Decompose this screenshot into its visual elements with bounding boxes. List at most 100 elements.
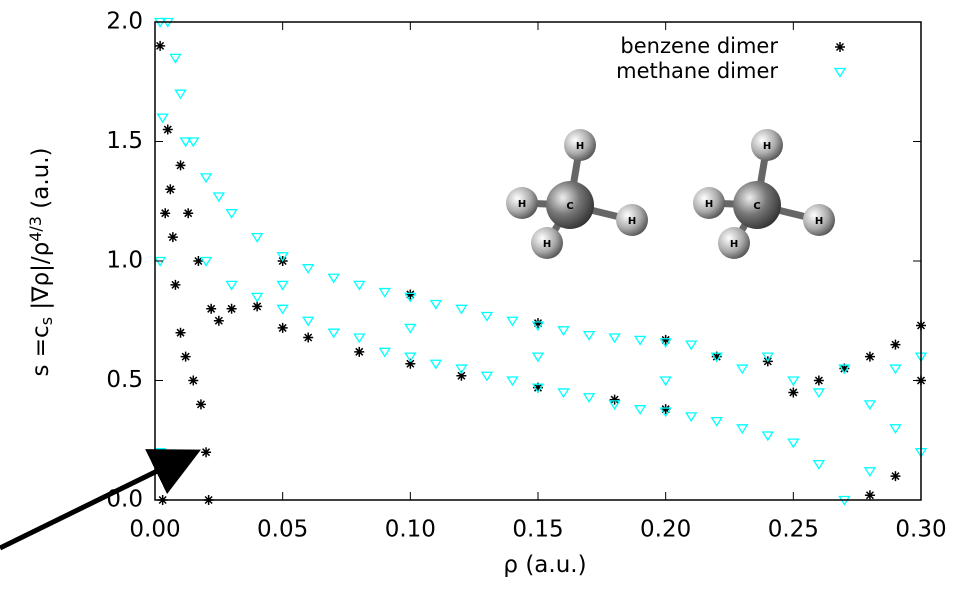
data-point	[176, 90, 186, 98]
data-point	[635, 336, 645, 344]
data-point	[214, 316, 224, 326]
data-point	[206, 304, 216, 314]
data-point	[559, 389, 569, 397]
data-point	[788, 387, 798, 397]
data-point	[303, 265, 313, 273]
data-point	[865, 490, 875, 500]
atom-label: H	[543, 239, 551, 250]
series	[155, 41, 926, 505]
data-point	[890, 340, 900, 350]
atom-label: H	[705, 199, 713, 210]
atom-label: H	[730, 239, 738, 250]
data-point	[163, 125, 173, 135]
data-point	[155, 41, 165, 51]
data-point	[201, 447, 211, 457]
chart: HHCHHHHCHH ρ (a.u.) s =cs |∇ρ|/ρ4/3 (a.u…	[0, 0, 956, 588]
data-point	[661, 335, 671, 345]
data-point	[661, 404, 671, 414]
atom-label: H	[815, 216, 823, 227]
data-point	[482, 312, 492, 320]
data-point	[584, 332, 594, 340]
data-point	[252, 293, 262, 301]
data-point	[158, 114, 168, 122]
data-point	[456, 365, 466, 373]
data-point	[814, 461, 824, 469]
data-point	[584, 394, 594, 402]
data-point	[354, 334, 364, 342]
data-point	[456, 305, 466, 313]
legend-marker	[835, 69, 845, 77]
data-point	[165, 184, 175, 194]
data-point	[278, 323, 288, 333]
data-point	[354, 281, 364, 289]
data-point	[201, 174, 211, 182]
atom-label: C	[566, 201, 573, 212]
y-tick-label: 1.0	[106, 248, 143, 274]
x-axis-label: ρ (a.u.)	[503, 552, 586, 578]
data-point	[196, 399, 206, 409]
data-point	[405, 289, 415, 299]
legend-marker	[835, 42, 845, 52]
data-point	[533, 353, 543, 361]
data-point	[405, 353, 415, 361]
data-point	[533, 318, 543, 328]
data-point	[763, 432, 773, 440]
data-point	[507, 317, 517, 325]
data-point	[188, 138, 198, 146]
data-point	[170, 280, 180, 290]
data-point	[214, 193, 224, 201]
data-point	[303, 332, 313, 342]
legend-label: benzene dimer	[620, 34, 778, 58]
x-tick-label: 0.05	[257, 517, 308, 543]
data-point	[252, 301, 262, 311]
plot-frame	[155, 22, 921, 500]
series	[155, 19, 926, 505]
atom-label: C	[753, 201, 760, 212]
y-tick-label: 0.5	[106, 367, 143, 393]
data-point	[686, 413, 696, 421]
data-point	[329, 329, 339, 337]
data-point	[788, 439, 798, 447]
atom-label: H	[763, 141, 771, 152]
data-point	[227, 210, 237, 218]
data-point	[712, 418, 722, 426]
data-point	[380, 348, 390, 356]
data-point	[176, 160, 186, 170]
data-point	[155, 449, 165, 457]
data-point	[227, 281, 237, 289]
data-point	[170, 54, 180, 62]
data-point	[559, 327, 569, 335]
data-point	[303, 317, 313, 325]
data-point	[865, 401, 875, 409]
x-tick-label: 0.30	[895, 517, 946, 543]
data-point	[788, 377, 798, 385]
y-axis-label: s =cs |∇ρ|/ρ4/3 (a.u.)	[26, 147, 56, 376]
data-point	[252, 234, 262, 242]
data-point	[737, 365, 747, 373]
data-point	[737, 425, 747, 433]
data-point	[661, 377, 671, 385]
data-point	[610, 334, 620, 342]
data-point	[431, 301, 441, 309]
data-point	[181, 352, 191, 362]
x-tick-label: 0.15	[512, 517, 563, 543]
data-point	[329, 274, 339, 282]
data-point	[814, 389, 824, 397]
x-tick-label: 0.00	[129, 517, 180, 543]
data-point	[176, 328, 186, 338]
plot-marks	[155, 19, 926, 506]
data-point	[482, 372, 492, 380]
data-point	[890, 471, 900, 481]
data-point	[354, 347, 364, 357]
data-point	[814, 376, 824, 386]
data-point	[188, 376, 198, 386]
data-point	[686, 341, 696, 349]
data-point	[278, 305, 288, 313]
data-point	[405, 324, 415, 332]
data-point	[227, 304, 237, 314]
data-point	[890, 365, 900, 373]
y-tick-label: 2.0	[106, 9, 143, 35]
atom-label: H	[628, 216, 636, 227]
data-point	[278, 281, 288, 289]
